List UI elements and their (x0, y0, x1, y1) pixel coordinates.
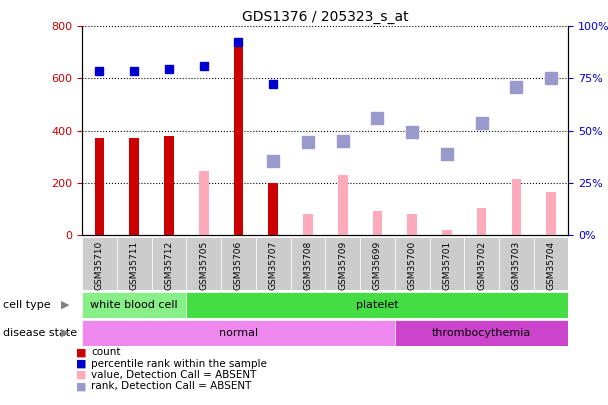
Bar (442, 230, 452, 235)
Bar (477, 207, 486, 235)
Text: white blood cell: white blood cell (91, 300, 178, 310)
Text: GSM35706: GSM35706 (234, 241, 243, 290)
Bar (395, 237, 429, 290)
Bar (151, 237, 186, 290)
Text: ■: ■ (76, 370, 86, 380)
Bar (511, 179, 521, 235)
Bar (429, 237, 465, 290)
Bar (82, 320, 395, 346)
Bar (407, 214, 417, 235)
Text: ■: ■ (76, 359, 86, 369)
Bar (325, 237, 360, 290)
Text: ▶: ▶ (61, 300, 69, 310)
Text: GSM35709: GSM35709 (338, 241, 347, 290)
Text: ■: ■ (76, 382, 86, 391)
Bar (164, 136, 174, 235)
Text: GSM35710: GSM35710 (95, 241, 104, 290)
Bar (95, 139, 105, 235)
Bar (338, 175, 348, 235)
Text: GSM35702: GSM35702 (477, 241, 486, 290)
Text: normal: normal (219, 328, 258, 338)
Text: cell type: cell type (3, 300, 50, 310)
Bar (199, 171, 209, 235)
Text: GSM35712: GSM35712 (164, 241, 173, 290)
Bar (465, 237, 499, 290)
Text: count: count (91, 347, 121, 357)
Text: GSM35711: GSM35711 (130, 241, 139, 290)
Bar (82, 292, 186, 318)
Text: ■: ■ (76, 347, 86, 357)
Bar (291, 237, 325, 290)
Bar (186, 237, 221, 290)
Bar (546, 192, 556, 235)
Text: GSM35707: GSM35707 (269, 241, 278, 290)
Bar (82, 237, 117, 290)
Bar (534, 237, 568, 290)
Text: thrombocythemia: thrombocythemia (432, 328, 531, 338)
Bar (256, 237, 291, 290)
Bar (186, 292, 568, 318)
Text: value, Detection Call = ABSENT: value, Detection Call = ABSENT (91, 370, 257, 380)
Text: disease state: disease state (3, 328, 77, 338)
Bar (360, 237, 395, 290)
Text: percentile rank within the sample: percentile rank within the sample (91, 359, 267, 369)
Text: GSM35704: GSM35704 (547, 241, 556, 290)
Bar (499, 237, 534, 290)
Bar (268, 183, 278, 235)
Bar (221, 237, 256, 290)
Text: GSM35705: GSM35705 (199, 241, 208, 290)
Text: GSM35699: GSM35699 (373, 241, 382, 290)
Text: rank, Detection Call = ABSENT: rank, Detection Call = ABSENT (91, 382, 252, 391)
Bar (233, 39, 243, 235)
Text: GSM35708: GSM35708 (303, 241, 313, 290)
Bar (395, 320, 568, 346)
Bar (303, 214, 313, 235)
Text: GSM35703: GSM35703 (512, 241, 521, 290)
Bar (117, 237, 151, 290)
Title: GDS1376 / 205323_s_at: GDS1376 / 205323_s_at (242, 10, 409, 24)
Text: ▶: ▶ (61, 328, 69, 338)
Text: platelet: platelet (356, 300, 399, 310)
Bar (130, 139, 139, 235)
Text: GSM35701: GSM35701 (443, 241, 451, 290)
Bar (373, 211, 382, 235)
Text: GSM35700: GSM35700 (407, 241, 416, 290)
